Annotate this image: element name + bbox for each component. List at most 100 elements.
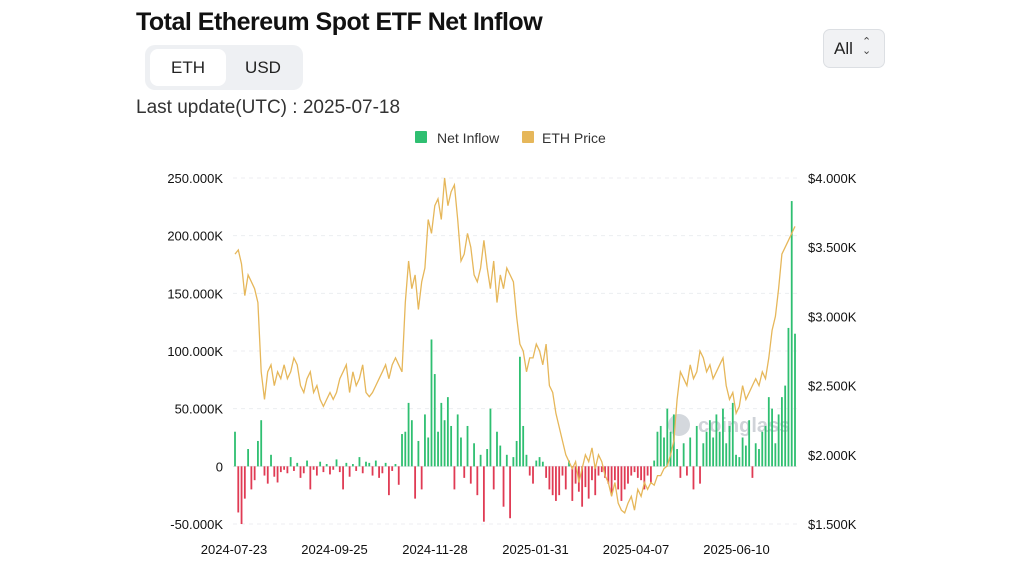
net-inflow-bar[interactable] xyxy=(240,466,243,524)
net-inflow-bar[interactable] xyxy=(708,420,711,467)
net-inflow-bar[interactable] xyxy=(322,466,325,473)
net-inflow-bar[interactable] xyxy=(692,466,695,490)
net-inflow-bar[interactable] xyxy=(453,466,456,490)
net-inflow-bar[interactable] xyxy=(604,466,606,478)
net-inflow-bar[interactable] xyxy=(355,466,358,471)
net-inflow-bar[interactable] xyxy=(388,466,390,496)
net-inflow-bar[interactable] xyxy=(594,466,597,496)
net-inflow-bar[interactable] xyxy=(260,420,263,467)
net-inflow-bar[interactable] xyxy=(338,466,341,473)
net-inflow-bar[interactable] xyxy=(699,466,701,484)
net-inflow-bar[interactable] xyxy=(771,408,773,467)
net-inflow-bar[interactable] xyxy=(702,443,705,467)
net-inflow-bar[interactable] xyxy=(748,420,751,467)
net-inflow-bar[interactable] xyxy=(243,466,246,499)
net-inflow-bar[interactable] xyxy=(266,466,269,484)
net-inflow-bar[interactable] xyxy=(689,437,692,467)
net-inflow-bar[interactable] xyxy=(460,437,462,467)
net-inflow-bar[interactable] xyxy=(302,466,305,474)
net-inflow-bar[interactable] xyxy=(722,408,724,467)
net-inflow-bar[interactable] xyxy=(293,466,295,471)
net-inflow-bar[interactable] xyxy=(433,374,436,467)
net-inflow-bar[interactable] xyxy=(630,466,633,476)
unit-eth-button[interactable]: ETH xyxy=(150,49,226,86)
net-inflow-bar[interactable] xyxy=(397,466,400,485)
net-inflow-bar[interactable] xyxy=(394,464,397,467)
net-inflow-bar[interactable] xyxy=(617,466,620,490)
net-inflow-bar[interactable] xyxy=(384,462,387,467)
net-inflow-bar[interactable] xyxy=(351,464,354,467)
net-inflow-bar[interactable] xyxy=(502,466,505,507)
net-inflow-bar[interactable] xyxy=(686,466,688,476)
net-inflow-bar[interactable] xyxy=(794,333,796,467)
net-inflow-bar[interactable] xyxy=(257,440,259,467)
net-inflow-bar[interactable] xyxy=(430,339,433,467)
net-inflow-bar[interactable] xyxy=(446,397,449,467)
net-inflow-bar[interactable] xyxy=(312,466,315,470)
net-inflow-bar[interactable] xyxy=(469,466,472,484)
net-inflow-bar[interactable] xyxy=(633,466,636,473)
net-inflow-bar[interactable] xyxy=(443,420,446,467)
net-inflow-bar[interactable] xyxy=(545,466,548,478)
net-inflow-bar[interactable] xyxy=(568,460,570,467)
net-inflow-bar[interactable] xyxy=(761,431,764,467)
net-inflow-bar[interactable] xyxy=(440,402,443,467)
net-inflow-bar[interactable] xyxy=(519,356,521,467)
net-inflow-bar[interactable] xyxy=(548,466,551,490)
net-inflow-bar[interactable] xyxy=(741,437,744,467)
net-inflow-bar[interactable] xyxy=(342,466,344,490)
net-inflow-bar[interactable] xyxy=(450,425,453,467)
net-inflow-bar[interactable] xyxy=(410,420,413,467)
net-inflow-bar[interactable] xyxy=(289,457,292,467)
net-inflow-bar[interactable] xyxy=(499,445,502,467)
net-inflow-bar[interactable] xyxy=(718,431,721,467)
net-inflow-bar[interactable] xyxy=(669,431,672,467)
net-inflow-bar[interactable] xyxy=(456,414,459,467)
net-inflow-bar[interactable] xyxy=(636,466,639,478)
net-inflow-bar[interactable] xyxy=(404,431,407,467)
net-inflow-bar[interactable] xyxy=(758,449,760,467)
net-inflow-bar[interactable] xyxy=(705,431,708,467)
net-inflow-bar[interactable] xyxy=(348,466,351,477)
net-inflow-bar[interactable] xyxy=(610,466,613,496)
net-inflow-bar[interactable] xyxy=(784,385,787,467)
net-inflow-bar[interactable] xyxy=(492,466,495,490)
net-inflow-bar[interactable] xyxy=(558,466,561,496)
net-inflow-bar[interactable] xyxy=(571,466,574,501)
net-inflow-bar[interactable] xyxy=(358,457,361,467)
net-inflow-bar[interactable] xyxy=(286,466,289,474)
net-inflow-bar[interactable] xyxy=(279,466,282,473)
net-inflow-bar[interactable] xyxy=(653,460,656,467)
net-inflow-bar[interactable] xyxy=(335,459,338,467)
legend-net-inflow-label[interactable]: Net Inflow xyxy=(437,130,500,146)
net-inflow-bar[interactable] xyxy=(640,466,642,481)
net-inflow-bar[interactable] xyxy=(535,460,538,467)
net-inflow-bar[interactable] xyxy=(253,466,256,481)
net-inflow-bar[interactable] xyxy=(744,445,747,467)
net-inflow-bar[interactable] xyxy=(581,466,584,507)
net-inflow-bar[interactable] xyxy=(555,466,557,501)
net-inflow-bar[interactable] xyxy=(780,397,783,467)
net-inflow-bar[interactable] xyxy=(676,449,679,467)
net-inflow-bar[interactable] xyxy=(424,414,426,467)
net-inflow-bar[interactable] xyxy=(306,460,308,467)
net-inflow-bar[interactable] xyxy=(309,466,312,490)
net-inflow-bar[interactable] xyxy=(627,466,629,484)
net-inflow-bar[interactable] xyxy=(296,462,299,467)
net-inflow-bar[interactable] xyxy=(486,449,489,467)
net-inflow-bar[interactable] xyxy=(584,466,587,488)
net-inflow-bar[interactable] xyxy=(774,443,777,467)
net-inflow-bar[interactable] xyxy=(777,414,780,467)
net-inflow-bar[interactable] xyxy=(561,466,564,476)
net-inflow-bar[interactable] xyxy=(391,466,394,471)
net-inflow-bar[interactable] xyxy=(381,466,384,474)
net-inflow-bar[interactable] xyxy=(368,462,371,467)
net-inflow-bar[interactable] xyxy=(682,443,685,467)
net-inflow-bar[interactable] xyxy=(620,466,623,501)
net-inflow-bar[interactable] xyxy=(767,397,770,467)
net-inflow-bar[interactable] xyxy=(325,464,328,467)
net-inflow-bar[interactable] xyxy=(319,461,322,467)
net-inflow-bar[interactable] xyxy=(476,466,479,496)
net-inflow-bar[interactable] xyxy=(564,466,567,490)
net-inflow-bar[interactable] xyxy=(437,431,439,467)
